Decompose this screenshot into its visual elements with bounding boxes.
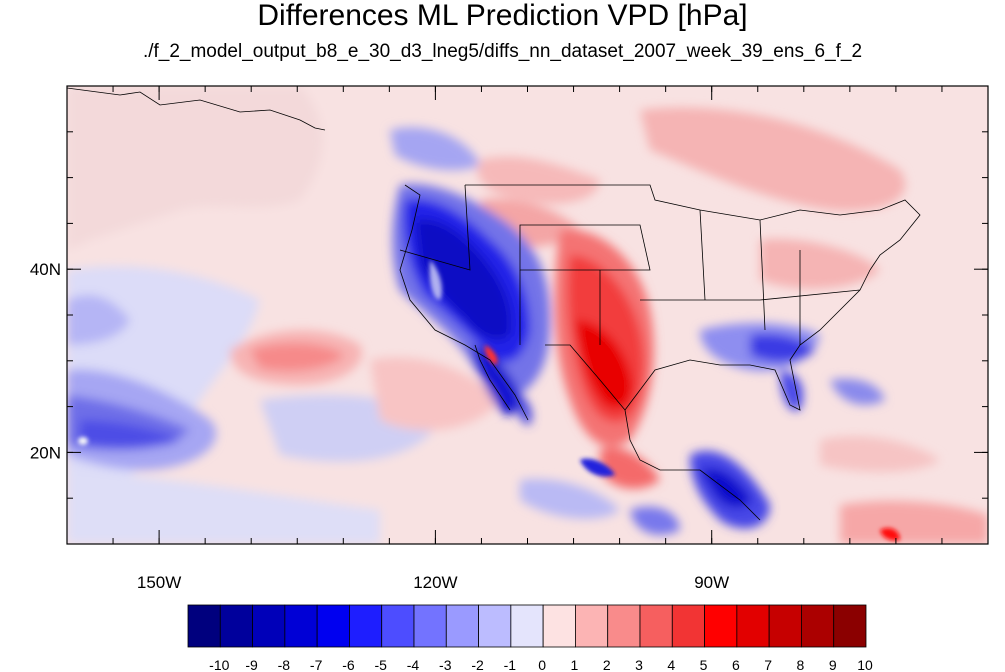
colorbar-label: 4 <box>667 657 675 672</box>
colorbar-swatch <box>219 604 253 648</box>
axis-tick-labels: 150W 120W 90W 40N 20N <box>30 260 729 592</box>
colorbar-swatch <box>510 604 544 648</box>
colorbar-label: 1 <box>571 657 579 672</box>
colorbar-label: 3 <box>635 657 643 672</box>
colorbar-swatch <box>381 604 415 648</box>
colorbar-swatch <box>413 604 447 648</box>
difference-field-detail <box>78 260 900 541</box>
colorbar-label: 2 <box>603 657 611 672</box>
colorbar-label: -7 <box>310 657 323 672</box>
colorbar-swatch <box>349 604 383 648</box>
map-field <box>67 86 988 544</box>
colorbar-label: 6 <box>732 657 740 672</box>
colorbar-swatch <box>445 604 479 648</box>
colorbar-swatch <box>316 604 350 648</box>
axis-ticks <box>67 86 988 544</box>
colorbar-swatch <box>252 604 286 648</box>
lat-tick-label: 40N <box>30 260 61 279</box>
colorbar-swatch <box>833 604 867 648</box>
colorbar-label: -9 <box>245 657 258 672</box>
colorbar-swatch <box>639 604 673 648</box>
colorbar-swatch <box>542 604 576 648</box>
colorbar-label: -6 <box>342 657 355 672</box>
colorbar-label: -4 <box>407 657 420 672</box>
colorbar-label: 5 <box>700 657 708 672</box>
colorbar-swatch <box>801 604 835 648</box>
colorbar-swatch <box>607 604 641 648</box>
colorbar-swatch <box>736 604 770 648</box>
colorbar-labels: -10 -9 -8 -7 -6 -5 -4 -3 -2 -1 0 1 2 3 4 5 6 7 8 9 10 <box>209 657 873 672</box>
colorbar-swatch <box>478 604 512 648</box>
colorbar-swatch <box>704 604 738 648</box>
map-outlines <box>67 87 921 521</box>
colorbar <box>187 604 867 648</box>
colorbar-swatch <box>187 604 221 648</box>
map-title: Differences ML Prediction VPD [hPa] <box>257 0 748 32</box>
colorbar-label: -3 <box>439 657 452 672</box>
colorbar-label: -8 <box>278 657 291 672</box>
colorbar-label: 8 <box>797 657 805 672</box>
colorbar-label: -5 <box>374 657 387 672</box>
colorbar-label: 10 <box>857 657 873 672</box>
lon-tick-label: 90W <box>694 573 729 592</box>
colorbar-label: 0 <box>538 657 546 672</box>
colorbar-label: -10 <box>209 657 229 672</box>
lat-tick-label: 20N <box>30 443 61 462</box>
colorbar-label: -1 <box>504 657 517 672</box>
lon-tick-label: 150W <box>137 573 181 592</box>
colorbar-swatch <box>671 604 705 648</box>
colorbar-label: -2 <box>471 657 484 672</box>
colorbar-label: 9 <box>829 657 837 672</box>
colorbar-swatch <box>284 604 318 648</box>
lon-tick-label: 120W <box>413 573 457 592</box>
difference-field <box>67 86 988 544</box>
colorbar-swatch <box>575 604 609 648</box>
colorbar-label: 7 <box>764 657 772 672</box>
map-subtitle: ./f_2_model_output_b8_e_30_d3_lneg5/diff… <box>142 41 863 62</box>
colorbar-swatch <box>768 604 802 648</box>
